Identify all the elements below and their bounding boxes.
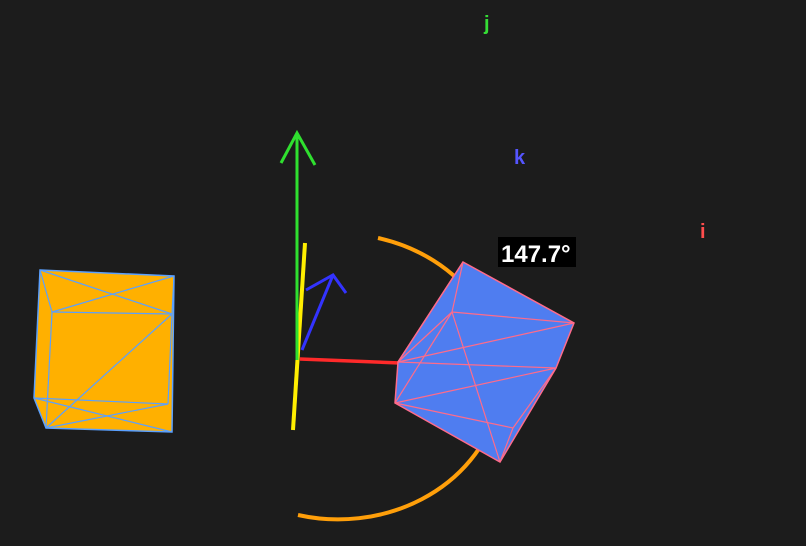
axis-label-j: j — [483, 13, 490, 35]
rotated-cube — [395, 262, 574, 462]
angle-readout-value: 147.7° — [501, 241, 571, 268]
angle-readout: 147.7° — [498, 237, 576, 268]
original-cube — [34, 270, 174, 432]
axis-i-line — [300, 359, 400, 363]
axis-j-arrow — [281, 133, 315, 360]
axis-label-i: i — [700, 221, 706, 243]
axis-k-arrow — [302, 275, 346, 350]
axis-label-k: k — [514, 147, 526, 169]
rotation-axis — [293, 243, 305, 430]
